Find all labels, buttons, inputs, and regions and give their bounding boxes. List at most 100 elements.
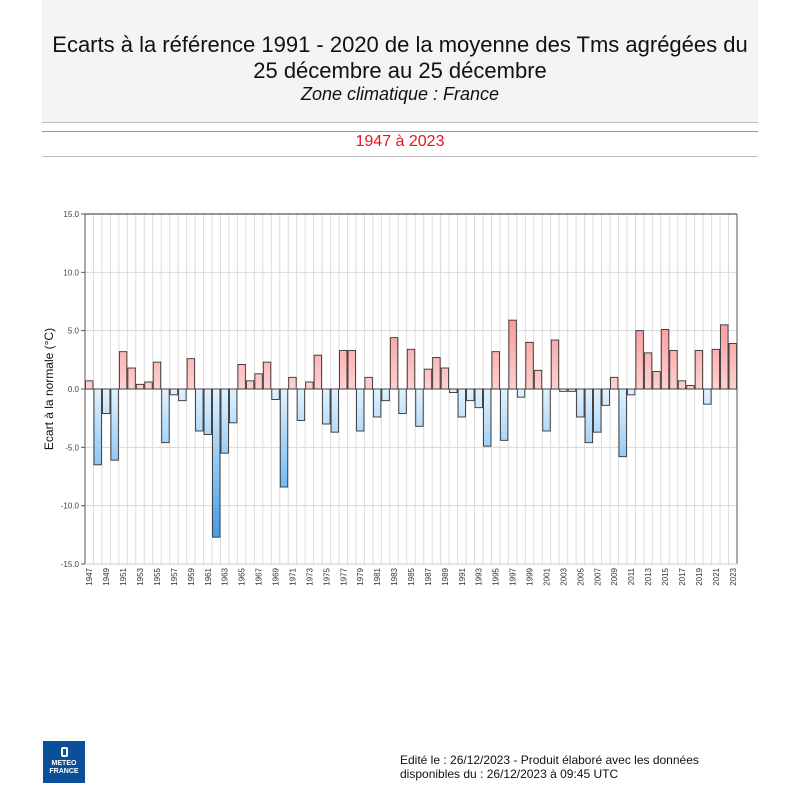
x-tick-label: 1977 (339, 567, 348, 585)
title-line-1: Ecarts à la référence 1991 - 2020 de la … (52, 32, 748, 57)
x-tick-label: 1965 (238, 567, 247, 585)
y-tick-label: 15.0 (63, 210, 79, 219)
bar-2005 (576, 388, 585, 418)
title-line-2: 25 décembre au 25 décembre (253, 58, 547, 83)
bar-2018 (686, 385, 695, 390)
bar-1999 (525, 341, 534, 390)
x-tick-label: 2017 (678, 567, 687, 585)
x-tick-label: 1951 (119, 567, 128, 585)
bar-2023 (728, 343, 737, 390)
bar-1966 (245, 380, 255, 390)
x-tick-label: 2007 (593, 567, 602, 585)
bar-1995 (491, 351, 500, 390)
x-tick-label: 1949 (102, 567, 111, 585)
bar-2014 (652, 371, 661, 390)
bar-1993 (474, 388, 483, 409)
footer-line-2: disponibles du : 26/12/2023 à 09:45 UTC (400, 767, 619, 781)
y-tick-label: -5.0 (65, 443, 79, 452)
x-tick-label: 1989 (441, 567, 450, 585)
y-tick-label: 10.0 (63, 268, 79, 277)
bar-2011 (626, 388, 636, 396)
bar-1990 (449, 388, 458, 393)
x-tick-label: 2009 (610, 567, 619, 585)
x-tick-label: 2013 (644, 567, 653, 585)
y-tick-label: -10.0 (61, 502, 80, 511)
x-tick-label: 1955 (153, 567, 162, 585)
bar-1985 (406, 348, 416, 390)
bar-1960 (195, 388, 204, 432)
x-tick-label: 1947 (85, 567, 94, 585)
bar-1964 (228, 388, 238, 424)
bar-1996 (499, 388, 509, 441)
bar-1959 (186, 358, 196, 390)
x-tick-label: 1963 (221, 567, 230, 585)
x-tick-label: 1995 (492, 567, 501, 585)
footer-note: Edité le : 26/12/2023 - Produit élaboré … (400, 753, 699, 781)
bar-1991 (457, 388, 466, 418)
x-tick-label: 1969 (272, 567, 281, 585)
header-panel (42, 0, 758, 123)
bar-1979 (356, 388, 365, 432)
chart-title: Ecarts à la référence 1991 - 2020 de la … (0, 32, 800, 84)
meteo-france-logo: METEO FRANCE (43, 741, 85, 783)
bar-1957 (169, 388, 179, 396)
divider (42, 131, 758, 132)
x-tick-label: 1967 (255, 567, 264, 585)
bar-1949 (101, 388, 111, 414)
x-tick-label: 1997 (509, 567, 518, 585)
x-tick-label: 1957 (170, 567, 179, 585)
x-tick-label: 2001 (542, 567, 551, 585)
x-tick-label: 2023 (729, 567, 738, 585)
bar-1975 (322, 388, 331, 425)
x-tick-label: 1981 (373, 567, 382, 585)
bar-2015 (660, 329, 670, 390)
bar-1951 (118, 351, 128, 390)
bar-1989 (440, 367, 450, 390)
x-tick-label: 1961 (204, 567, 213, 585)
x-tick-label: 1959 (187, 567, 196, 585)
x-tick-label: 2003 (559, 567, 568, 585)
bar-1977 (339, 350, 348, 390)
bar-1947 (85, 380, 94, 390)
bar-1962 (212, 388, 221, 538)
divider (42, 156, 758, 157)
bar-1956 (161, 388, 170, 444)
footer-line-1: Edité le : 26/12/2023 - Produit élaboré … (400, 753, 699, 767)
x-tick-label: 2011 (627, 567, 636, 585)
bar-1953 (135, 383, 145, 390)
bar-2003 (559, 388, 568, 392)
bar-1983 (389, 337, 399, 390)
bar-1994 (483, 388, 492, 447)
x-tick-label: 1975 (322, 567, 331, 585)
bar-1963 (220, 388, 229, 454)
bar-2019 (694, 350, 704, 390)
x-tick-label: 1979 (356, 567, 365, 585)
y-axis-label: Ecart à la normale (°C) (42, 328, 56, 450)
bar-1961 (203, 388, 212, 435)
logo-icon (60, 747, 68, 757)
bar-2009 (610, 376, 619, 390)
bar-1992 (466, 388, 475, 402)
bar-2002 (550, 339, 560, 390)
bar-1971 (288, 376, 297, 390)
bar-1954 (144, 381, 153, 390)
bar-2004 (567, 388, 577, 392)
bar-1974 (313, 354, 323, 390)
x-tick-label: 1993 (475, 567, 484, 585)
bar-1955 (152, 361, 162, 390)
bar-1969 (271, 388, 280, 400)
x-tick-label: 1999 (526, 567, 535, 585)
bar-1981 (372, 388, 382, 418)
bar-2017 (677, 380, 687, 390)
bar-1997 (508, 319, 517, 390)
bar-2007 (593, 388, 602, 433)
x-tick-label: 2019 (695, 567, 704, 585)
logo-text-1: METEO (51, 760, 77, 767)
bar-1973 (305, 381, 314, 390)
bar-2006 (584, 388, 594, 444)
bar-1980 (364, 376, 373, 390)
bar-2010 (618, 388, 627, 458)
period-label: 1947 à 2023 (355, 133, 445, 150)
bar-1998 (516, 388, 526, 398)
